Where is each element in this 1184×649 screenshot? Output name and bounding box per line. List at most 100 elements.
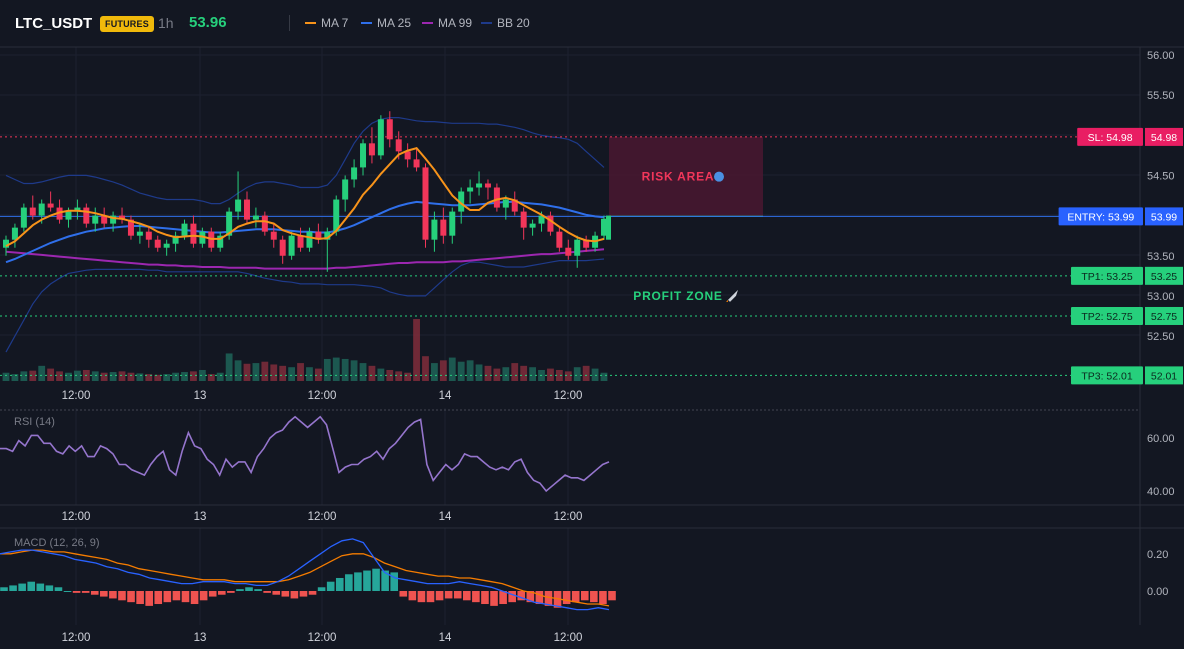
macd-hist-bar — [199, 591, 208, 601]
volume-bar — [511, 363, 519, 381]
macd-hist-bar — [417, 591, 426, 603]
macd-hist-bar — [317, 587, 326, 591]
macd-hist-bar — [245, 587, 253, 591]
volume-bar — [2, 372, 10, 381]
volume-bar — [29, 370, 37, 381]
candle-body — [538, 215, 545, 224]
ma7-line — [5, 146, 605, 247]
macd-hist-bar — [335, 577, 344, 591]
level-tag: ENTRY: 53.99 53.99 — [1058, 207, 1183, 226]
level-tag-label: TP1: 53.25 — [1081, 271, 1133, 283]
macd-hist-bar — [544, 591, 553, 606]
volume-bar — [172, 372, 179, 381]
level-tag-label-bg — [1077, 127, 1143, 146]
volume-bar — [404, 372, 412, 381]
candle-body — [243, 199, 250, 220]
macd-hist-bar — [399, 591, 408, 597]
time-tick-label: 12:00 — [308, 632, 337, 644]
candle-body — [279, 239, 286, 256]
candle-body — [252, 215, 259, 220]
candle-body — [520, 211, 527, 228]
candle-body — [297, 235, 304, 248]
macd-hist-bar — [45, 585, 54, 591]
macd-hist-bar — [490, 591, 498, 606]
time-tick-label: 12:00 — [308, 390, 337, 402]
candle-body — [315, 231, 322, 240]
legend-ma7-label: MA 7 — [321, 16, 349, 30]
volume-bar — [225, 353, 233, 381]
level-tag-label: SL: 54.98 — [1088, 132, 1133, 144]
time-tick-label: 12:00 — [308, 511, 337, 523]
legend-bb20[interactable]: BB 20 — [481, 16, 530, 30]
macd-hist-bar — [154, 591, 163, 605]
level-tag-price: 52.75 — [1151, 311, 1177, 323]
last-candle-marker — [606, 215, 611, 240]
legend-ma25[interactable]: MA 25 — [361, 16, 411, 30]
macd-hist-bar — [508, 591, 516, 603]
legend-ma99[interactable]: MA 99 — [422, 16, 472, 30]
symbol-name[interactable]: LTC_USDT — [15, 15, 93, 32]
macd-hist-bar — [109, 591, 117, 599]
price-tick-label: 53.50 — [1147, 251, 1175, 263]
macd-hist-bar — [0, 587, 8, 591]
macd-hist-bar — [372, 568, 380, 591]
timeframe-label[interactable]: 1h — [158, 15, 174, 31]
volume-bar — [547, 368, 554, 381]
candle-body — [288, 235, 295, 256]
candle-body — [270, 231, 277, 240]
time-tick-label: 12:00 — [554, 511, 583, 523]
grid-lines — [0, 47, 1140, 625]
volume-bar — [600, 372, 608, 381]
volume-bar — [297, 363, 304, 381]
volume-bar — [100, 372, 108, 381]
candle-body — [351, 167, 358, 180]
volume-bar — [234, 360, 242, 381]
macd-hist-bar — [217, 591, 226, 595]
volume-bar — [368, 365, 376, 381]
macd-hist-bar — [36, 583, 45, 591]
risk-zone — [609, 136, 763, 217]
candle-body — [172, 235, 179, 244]
candle-body — [163, 243, 170, 248]
volume-bar — [413, 319, 420, 381]
volume-bar — [555, 369, 563, 381]
rocket-icon — [726, 289, 738, 302]
volume-bar — [190, 371, 197, 381]
candle-body — [484, 183, 491, 188]
legend-ma7[interactable]: MA 7 — [305, 16, 348, 30]
macd-hist-bar — [27, 581, 36, 591]
volume-bar — [306, 367, 313, 381]
macd-hist-bar — [590, 591, 598, 603]
volume-bar — [475, 364, 483, 381]
candle-body — [235, 199, 242, 212]
macd-hist-bar — [181, 591, 190, 603]
macd-hist-bar — [308, 591, 317, 595]
candle-body — [574, 239, 581, 256]
macd-hist-bar — [72, 591, 81, 593]
macd-hist-bar — [562, 591, 571, 605]
time-tick-label: 13 — [194, 511, 207, 523]
level-tag-label-bg — [1071, 306, 1143, 325]
macd-hist-bar — [390, 572, 399, 591]
candle-body — [333, 199, 340, 232]
time-tick-label: 14 — [439, 390, 452, 402]
macd-hist-bar — [608, 591, 616, 601]
volume-bar — [198, 369, 206, 381]
candle-body — [47, 203, 54, 208]
level-tag-label-bg — [1071, 366, 1143, 385]
macd-hist-bar — [281, 591, 290, 597]
macd-hist-bar — [290, 591, 299, 599]
volume-bar — [74, 370, 81, 381]
volume-bar — [181, 372, 188, 381]
volume-bar — [38, 365, 46, 381]
volume-bar — [207, 374, 215, 381]
macd-hist-bar — [444, 591, 453, 599]
price-tick-label: 55.50 — [1147, 90, 1175, 102]
legend-ma25-label: MA 25 — [377, 16, 412, 30]
volume-bar — [591, 368, 599, 381]
level-tag-label-bg — [1071, 266, 1143, 285]
volume-bar — [11, 374, 19, 381]
ma25-swatch — [361, 22, 372, 24]
macd-hist-bar — [127, 591, 135, 603]
